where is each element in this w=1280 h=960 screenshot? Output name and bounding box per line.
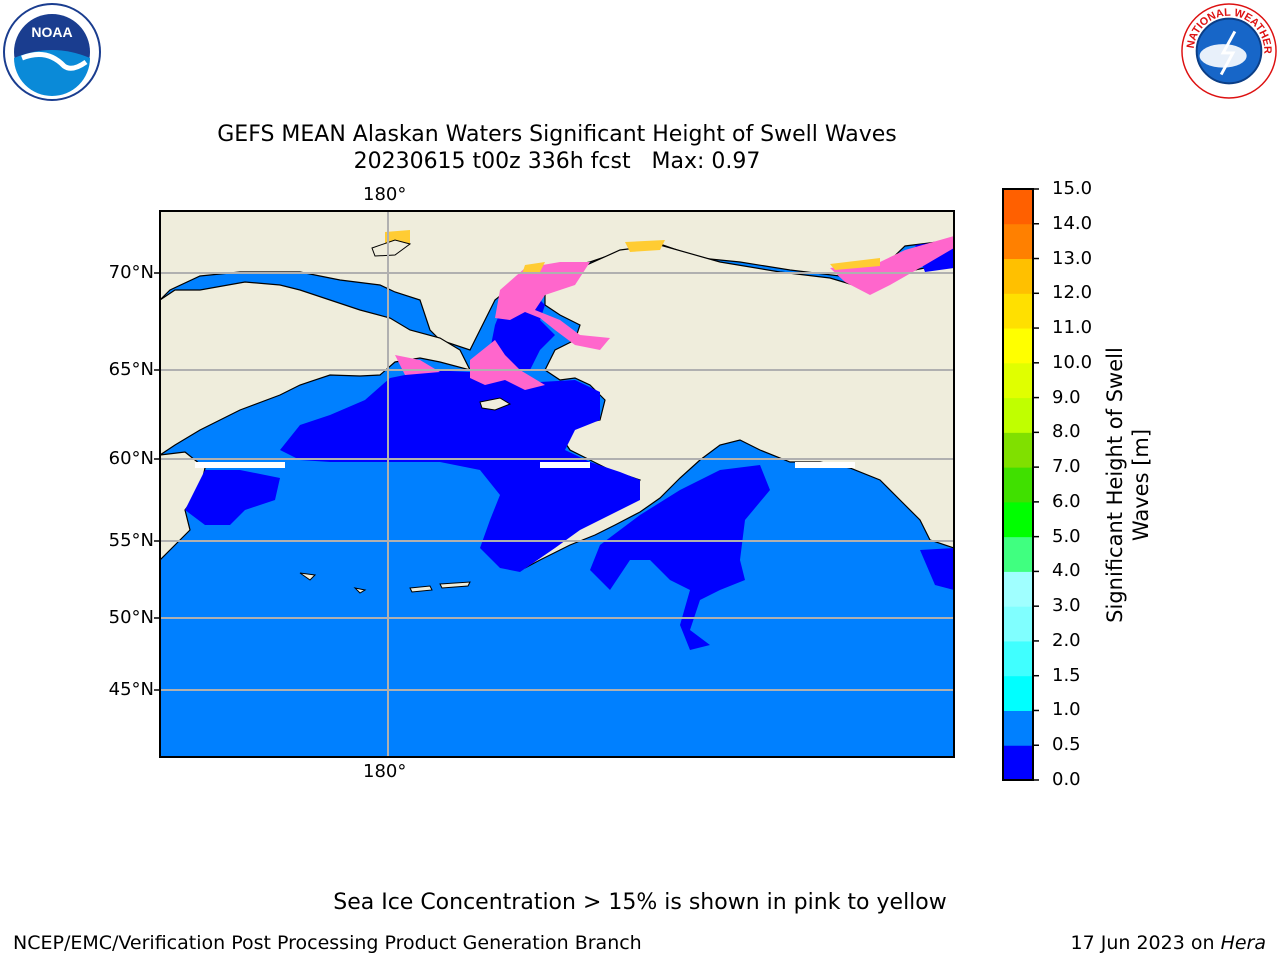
colorbar-bin xyxy=(1003,745,1033,781)
colorbar-bin xyxy=(1003,223,1033,260)
nws-logo: NATIONAL WEATHER SERVICE xyxy=(1180,2,1277,99)
colorbar-bin xyxy=(1003,258,1033,294)
ocean-swell-0-0.5-gulf xyxy=(590,465,770,650)
colorbar-tick-label: 1.0 xyxy=(1052,699,1081,721)
colorbar-ticks xyxy=(1033,188,1039,781)
noaa-logo-text: NOAA xyxy=(31,24,72,40)
colorbar-frame xyxy=(1002,188,1034,781)
lat-label-55n: 55°N xyxy=(108,530,154,551)
sea-ice-chukchi-west xyxy=(495,262,610,350)
credit-date-text: 17 Jun 2023 on xyxy=(1070,932,1221,954)
st-lawrence-island xyxy=(479,397,512,411)
colorbar-tick-label: 3.0 xyxy=(1052,595,1081,617)
lat-label-50n: 50°N xyxy=(108,607,154,628)
colorbar-bin xyxy=(1003,640,1033,677)
ocean-swell-0-0.5-southeast xyxy=(920,548,954,590)
ocean-gap-center xyxy=(540,462,590,468)
colorbar-tick-label: 7.0 xyxy=(1052,456,1081,478)
lat-label-60n: 60°N xyxy=(108,448,154,469)
sea-ice-arctic-north xyxy=(830,236,954,295)
colorbar-tick-label: 0.0 xyxy=(1052,769,1081,790)
colorbar-bin xyxy=(1003,293,1033,329)
sea-ice-yellow-edge-4 xyxy=(522,262,545,274)
colorbar-bin xyxy=(1003,606,1033,642)
colorbar-bin xyxy=(1003,328,1033,364)
ocean-gap-east xyxy=(795,462,855,468)
colorbar-bin xyxy=(1003,467,1033,503)
credit-branch: NCEP/EMC/Verification Post Processing Pr… xyxy=(13,932,642,954)
credit-date: 17 Jun 2023 on Hera xyxy=(1071,932,1266,954)
lat-label-45n: 45°N xyxy=(108,679,154,700)
lon-label-top: 180° xyxy=(363,184,407,205)
aleutian-islands xyxy=(299,572,471,594)
colorbar-tick-label: 2.0 xyxy=(1052,629,1081,651)
noaa-logo: NOAA xyxy=(3,3,101,101)
colorbar-tick-label: 6.0 xyxy=(1052,490,1081,512)
colorbar-bin xyxy=(1003,675,1033,711)
credit-host: Hera xyxy=(1220,932,1266,954)
colorbar-bin xyxy=(1003,536,1033,572)
colorbar-title: Significant Height of Swell Waves [m] xyxy=(1103,347,1153,623)
colorbar-tick-label: 5.0 xyxy=(1052,525,1081,547)
colorbar-tick-label: 1.5 xyxy=(1052,664,1081,686)
ocean-swell-0-0.5-bering xyxy=(280,370,640,572)
lat-label-65n: 65°N xyxy=(108,359,154,380)
lat-label-70n: 70°N xyxy=(108,262,154,283)
map-subtitle: 20230615 t00z 336h fcst Max: 0.97 xyxy=(353,149,761,174)
sea-ice-bering-strait xyxy=(470,340,545,390)
colorbar-tick-label: 4.0 xyxy=(1052,560,1081,582)
colorbar-tick-label: 0.5 xyxy=(1052,734,1081,756)
colorbar xyxy=(1003,189,1033,781)
colorbar-tick-label: 8.0 xyxy=(1052,421,1081,443)
colorbar-bin xyxy=(1003,189,1033,225)
sea-ice-yellow-edge-2 xyxy=(830,258,880,270)
ocean-swell-0-0.5-kamchatka xyxy=(185,470,280,525)
colorbar-bin xyxy=(1003,362,1033,399)
colorbar-tick-label: 14.0 xyxy=(1052,212,1093,234)
colorbar-tick-label: 9.0 xyxy=(1052,386,1081,408)
ocean-gap-west xyxy=(195,462,285,468)
lat-ticks xyxy=(154,272,160,691)
lon-label-bottom: 180° xyxy=(363,761,407,782)
colorbar-bin xyxy=(1003,501,1033,538)
sea-ice-yellow-edge-1 xyxy=(625,240,665,252)
colorbar-tick-label: 13.0 xyxy=(1052,247,1093,269)
colorbar-tick-label: 10.0 xyxy=(1052,351,1093,373)
colorbar-bin xyxy=(1003,397,1033,433)
wrangel-island xyxy=(371,239,412,257)
graticule xyxy=(160,211,954,757)
colorbar-tick-label: 15.0 xyxy=(1052,178,1093,199)
colorbar-tick-label: 12.0 xyxy=(1052,282,1093,304)
colorbar-bin xyxy=(1003,571,1033,607)
colorbar-tick-label: 11.0 xyxy=(1052,317,1093,339)
colorbar-bin xyxy=(1003,710,1033,746)
sea-ice-note: Sea Ice Concentration > 15% is shown in … xyxy=(333,890,947,915)
map-title: GEFS MEAN Alaskan Waters Significant Hei… xyxy=(217,122,897,147)
map-frame xyxy=(159,210,955,758)
land-chukotka xyxy=(160,281,472,456)
colorbar-bin xyxy=(1003,432,1033,468)
